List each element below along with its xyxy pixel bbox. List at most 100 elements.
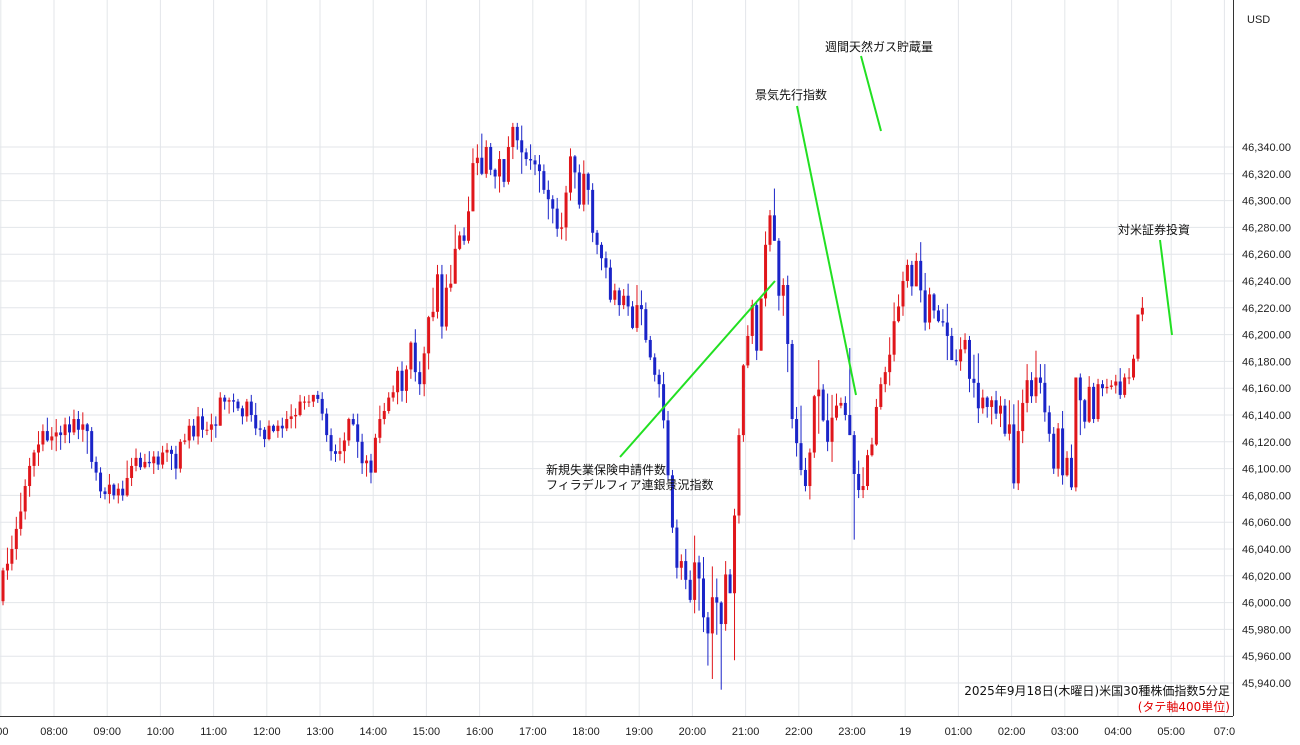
y-tick-label: 46,340.00	[1242, 142, 1291, 154]
candle-body	[679, 561, 683, 568]
candle-body	[458, 235, 462, 249]
candle-body	[94, 461, 98, 473]
y-tick-label: 46,040.00	[1242, 544, 1291, 556]
candle-body	[302, 401, 306, 403]
candle	[772, 188, 776, 241]
x-axis-labels[interactable]: :00 08:00 09:00 10:00 11:00 12:00 13:00 14:00 15…	[0, 726, 1235, 738]
candle-body	[161, 452, 165, 465]
y-tick-label: 46,220.00	[1242, 303, 1291, 315]
candle-body	[795, 419, 799, 444]
candle-body	[28, 465, 32, 487]
chart-caption: 2025年9月18日(木曜日)米国30種株価指数5分足	[964, 683, 1230, 698]
candle-body	[945, 322, 949, 336]
candle-body	[484, 147, 488, 174]
candle-body	[861, 486, 865, 491]
candle	[826, 393, 830, 452]
candle-body	[285, 419, 289, 429]
candle-body	[799, 443, 803, 470]
candle	[874, 398, 878, 446]
candle-body	[1043, 382, 1047, 413]
candle	[263, 427, 267, 448]
candle	[302, 396, 306, 410]
candle-body	[19, 511, 23, 529]
candle-body	[85, 424, 89, 432]
candle	[1132, 354, 1136, 381]
candle	[959, 337, 963, 371]
candle	[613, 283, 617, 306]
candle-body	[923, 290, 927, 323]
x-tick-label: 01:00	[945, 726, 973, 738]
x-tick-label: 15:00	[413, 726, 441, 738]
candle	[271, 424, 275, 433]
candle	[369, 453, 373, 484]
candle	[178, 439, 182, 473]
candle-body	[409, 342, 413, 370]
candle	[85, 423, 89, 454]
candle	[205, 421, 209, 436]
candle	[334, 444, 338, 462]
candle-body	[910, 264, 914, 287]
y-axis-labels[interactable]: 45,940.00 45,960.00 45,980.00 46,000.00 46,0…	[1242, 142, 1291, 690]
candle-body	[427, 317, 431, 354]
candle	[422, 346, 426, 397]
candle-body	[777, 240, 781, 296]
candle	[427, 315, 431, 370]
candle-body	[156, 456, 160, 465]
candle	[382, 402, 386, 425]
candle	[232, 393, 236, 413]
candle-body	[36, 444, 40, 453]
candle	[945, 303, 949, 361]
candle-body	[462, 235, 466, 241]
candle	[45, 417, 49, 442]
candle	[582, 160, 586, 212]
candle	[764, 231, 768, 307]
candle-body	[928, 294, 932, 323]
candle	[161, 445, 165, 469]
candle	[724, 561, 728, 631]
candle-body	[582, 173, 586, 205]
candle-body	[1034, 377, 1038, 397]
candle	[404, 365, 408, 403]
candle	[653, 353, 657, 382]
candle	[657, 369, 661, 398]
candle	[573, 155, 577, 189]
candle-body	[520, 140, 524, 153]
candle	[285, 410, 289, 432]
candle	[1038, 364, 1042, 394]
candle-body	[839, 402, 843, 406]
candle	[737, 428, 741, 524]
candle	[10, 535, 14, 571]
candle-body	[892, 321, 896, 355]
candle	[994, 390, 998, 420]
y-tick-label: 46,100.00	[1242, 464, 1291, 476]
candle	[666, 410, 670, 481]
candle-body	[772, 215, 776, 241]
candle-body	[830, 417, 834, 442]
candle-body	[1025, 380, 1029, 403]
candle	[608, 259, 612, 303]
candle-body	[967, 339, 971, 379]
candle-body	[440, 274, 444, 327]
candle-body	[1056, 428, 1060, 469]
candle	[670, 469, 674, 533]
candle	[888, 337, 892, 386]
candle-body	[396, 370, 400, 393]
candle	[218, 392, 222, 426]
y-tick-label: 46,320.00	[1242, 169, 1291, 181]
candle-body	[560, 227, 564, 229]
candle-body	[240, 408, 244, 417]
candle	[1109, 380, 1113, 390]
candle	[187, 419, 191, 449]
candle	[728, 569, 732, 594]
candle-body	[325, 413, 329, 436]
candle-body	[990, 400, 994, 407]
candle-body	[950, 335, 954, 361]
candle	[693, 535, 697, 614]
candle	[152, 451, 156, 474]
candle	[1034, 350, 1038, 403]
candle-body	[746, 335, 750, 366]
candle-body	[737, 435, 741, 516]
candle	[409, 341, 413, 379]
candle	[511, 122, 515, 160]
y-tick-label: 46,180.00	[1242, 356, 1291, 368]
